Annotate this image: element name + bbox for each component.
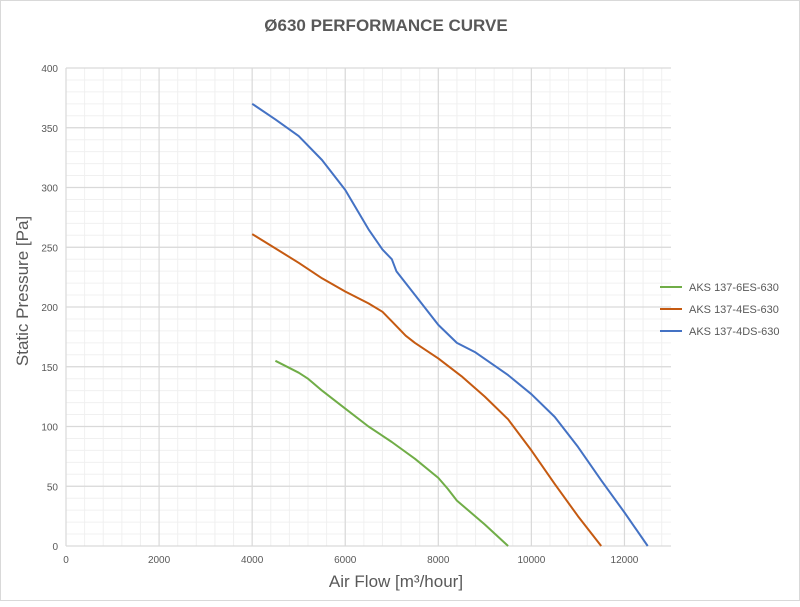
x-tick-label: 2000: [148, 555, 171, 566]
legend: AKS 137-6ES-630 AKS 137-4ES-630 AKS 137-4D…: [660, 282, 780, 338]
chart-title: Ø630 PERFORMANCE CURVE: [264, 16, 507, 35]
y-tick-label: 50: [47, 482, 59, 493]
y-tick-label: 100: [41, 423, 58, 434]
tick-labels: 0 2000 4000 6000 8000 10000 12000 0 50 100 150 200 2…: [41, 64, 638, 566]
y-tick-label: 350: [41, 124, 58, 135]
y-tick-label: 400: [41, 64, 58, 75]
y-tick-label: 0: [52, 542, 58, 553]
x-tick-label: 6000: [334, 555, 357, 566]
legend-label: AKS 137-4DS-630: [689, 326, 780, 338]
series-line-aks-137-4ds-630: [251, 102, 649, 547]
x-tick-label: 4000: [241, 555, 264, 566]
x-axis-label: Air Flow [m³/hour]: [329, 572, 463, 591]
series-line-aks-137-4es-630: [251, 233, 602, 547]
x-tick-label: 10000: [517, 555, 545, 566]
y-tick-label: 250: [41, 243, 58, 254]
grid: [65, 67, 671, 547]
y-axis-label: Static Pressure [Pa]: [13, 216, 32, 366]
x-tick-label: 0: [63, 555, 69, 566]
series-lines: [251, 102, 649, 547]
x-tick-label: 12000: [611, 555, 639, 566]
x-tick-label: 8000: [427, 555, 450, 566]
y-tick-label: 150: [41, 363, 58, 374]
legend-label: AKS 137-4ES-630: [689, 304, 779, 316]
y-tick-label: 200: [41, 303, 58, 314]
legend-label: AKS 137-6ES-630: [689, 282, 779, 294]
y-tick-label: 300: [41, 184, 58, 195]
series-line-aks-137-6es-630: [274, 359, 509, 547]
